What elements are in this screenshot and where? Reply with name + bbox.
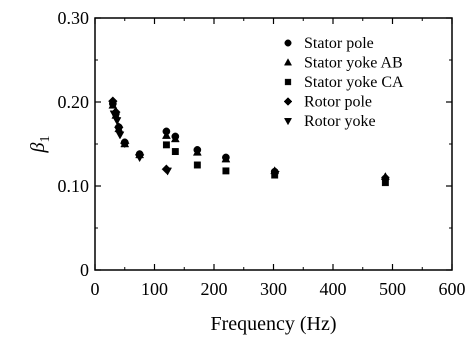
legend: Stator pole Stator yoke AB Stator yoke CA R… (283, 35, 404, 130)
x-tick-label: 600 (439, 279, 466, 299)
data-point (108, 96, 118, 106)
x-tick-label: 300 (260, 279, 287, 299)
data-point (171, 148, 179, 156)
legend-label: Stator pole (304, 35, 374, 52)
legend-item: Stator yoke AB (283, 55, 403, 72)
x-tick-label: 400 (320, 279, 347, 299)
legend-label: Stator yoke AB (304, 55, 403, 72)
y-tick-label: 0.30 (58, 8, 90, 28)
x-tick-label: 200 (201, 279, 228, 299)
legend-marker (284, 39, 292, 47)
data-point (380, 176, 390, 185)
x-axis-title: Frequency (Hz) (210, 313, 336, 335)
data-point (270, 170, 280, 179)
series-5 (109, 110, 390, 185)
x-tick-label: 500 (379, 279, 406, 299)
ticks-layer: 0 100 200 300 400 500 600 0 0.10 0.20 0.30 (58, 8, 466, 299)
data-point (193, 161, 201, 169)
data-point (161, 130, 171, 139)
legend-item: Stator pole (284, 35, 374, 52)
y-axis-title-subscript: 1 (38, 136, 53, 143)
data-point (109, 110, 119, 119)
data-point (162, 141, 170, 149)
y-tick-label: 0 (80, 260, 89, 280)
x-tick-label: 100 (141, 279, 168, 299)
data-point (115, 131, 125, 140)
data-point (192, 147, 202, 156)
legend-item: Rotor yoke (283, 113, 376, 130)
legend-marker (283, 97, 293, 106)
x-tick-label: 0 (91, 279, 100, 299)
legend-marker (284, 78, 292, 86)
legend-label: Rotor pole (304, 94, 372, 111)
data-point (222, 167, 230, 175)
marks-layer (108, 96, 390, 187)
legend-label: Rotor yoke (304, 113, 376, 130)
data-point (221, 154, 231, 163)
legend-label: Stator yoke CA (304, 74, 404, 91)
legend-marker (283, 118, 293, 126)
legend-marker (283, 58, 293, 66)
data-point (135, 154, 145, 163)
y-axis-title: β1 (27, 136, 53, 154)
plot-frame (94, 17, 453, 271)
data-point (163, 167, 173, 176)
legend-item: Stator yoke CA (284, 74, 404, 91)
y-tick-label: 0.10 (58, 176, 90, 196)
legend-item: Rotor pole (283, 94, 372, 111)
data-point (119, 138, 130, 148)
y-tick-label: 0.20 (58, 92, 90, 112)
data-point (170, 134, 180, 143)
data-point (112, 117, 122, 126)
y-axis-title-symbol: β (27, 142, 49, 153)
